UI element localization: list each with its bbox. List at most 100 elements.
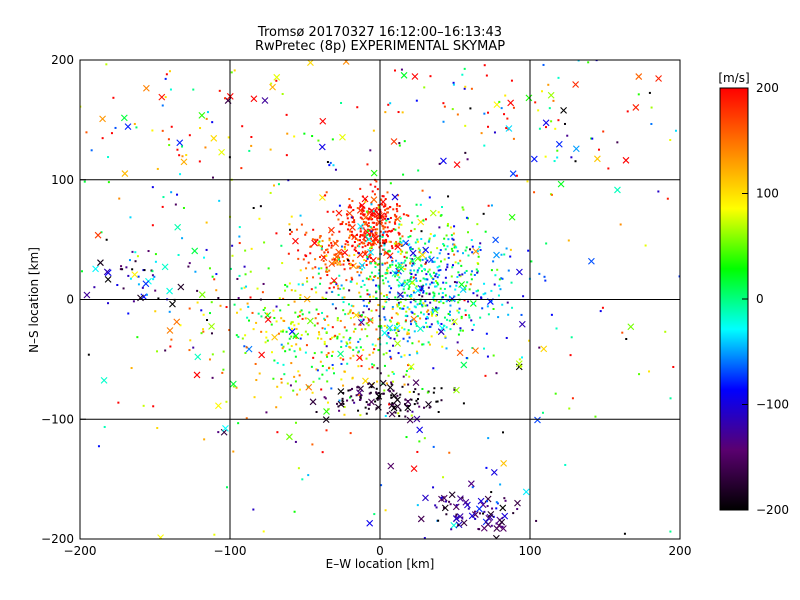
- scatter-cross: [437, 328, 445, 336]
- scatter-dot: [432, 445, 435, 448]
- scatter-dot: [511, 306, 514, 309]
- scatter-cross: [484, 521, 492, 528]
- scatter-dot: [364, 250, 367, 253]
- scatter-dot: [357, 351, 360, 354]
- scatter-dot: [453, 246, 456, 249]
- scatter-dot: [446, 245, 449, 248]
- scatter-dot: [382, 227, 385, 230]
- scatter-dot: [125, 266, 128, 269]
- scatter-cross: [83, 291, 91, 299]
- scatter-dot: [393, 328, 396, 331]
- scatter-dot: [403, 261, 406, 264]
- scatter-dot: [389, 329, 392, 332]
- scatter-dot: [443, 316, 446, 319]
- scatter-dot: [305, 344, 308, 347]
- scatter-dot: [405, 319, 408, 322]
- scatter-dot: [427, 240, 430, 243]
- scatter-dot: [367, 318, 370, 321]
- scatter-dot: [390, 357, 393, 360]
- scatter-dot: [281, 262, 284, 265]
- scatter-dot: [199, 127, 202, 130]
- scatter-dot: [457, 301, 460, 304]
- scatter-dot: [348, 205, 351, 208]
- scatter-dot: [453, 281, 456, 284]
- scatter-dot: [452, 238, 455, 241]
- scatter-dot: [341, 296, 344, 299]
- scatter-dot: [442, 281, 445, 284]
- scatter-dot: [378, 246, 381, 249]
- scatter-dot: [345, 279, 348, 282]
- scatter-dot: [365, 401, 368, 404]
- scatter-dot: [354, 246, 357, 249]
- scatter-cross: [335, 248, 343, 256]
- scatter-dot: [415, 280, 418, 283]
- scatter-dot: [516, 508, 519, 511]
- scatter-dot: [308, 311, 311, 314]
- scatter-dot: [450, 275, 453, 278]
- x-tick-label: −200: [64, 544, 97, 558]
- scatter-dot: [376, 241, 379, 244]
- scatter-cross: [460, 519, 468, 527]
- scatter-dot: [493, 131, 496, 134]
- scatter-dot: [470, 319, 473, 322]
- scatter-dot: [400, 241, 403, 244]
- scatter-dot: [465, 284, 468, 287]
- scatter-dot: [436, 308, 439, 311]
- scatter-dot: [378, 287, 381, 290]
- scatter-dot: [384, 271, 387, 274]
- scatter-dot: [590, 137, 593, 140]
- scatter-dot: [204, 146, 207, 149]
- scatter-dot: [550, 313, 553, 316]
- scatter-dot: [235, 386, 238, 389]
- scatter-dot: [650, 106, 653, 109]
- scatter-dot: [293, 135, 296, 138]
- scatter-cross: [292, 332, 300, 340]
- scatter-dot: [337, 287, 340, 290]
- scatter-dot: [567, 239, 570, 242]
- scatter-dot: [381, 235, 384, 238]
- scatter-dot: [379, 216, 382, 219]
- scatter-dot: [277, 332, 280, 335]
- scatter-dot: [80, 105, 82, 108]
- scatter-dot: [353, 219, 356, 222]
- scatter-dot: [236, 311, 239, 314]
- scatter-dot: [259, 205, 262, 208]
- scatter-dot: [432, 486, 435, 489]
- scatter-dot: [263, 306, 266, 309]
- scatter-dot: [377, 263, 380, 266]
- scatter-dot: [136, 255, 139, 258]
- scatter-dot: [258, 217, 261, 220]
- scatter-dot: [366, 233, 369, 236]
- scatter-dot: [97, 445, 100, 448]
- scatter-dot: [355, 282, 358, 285]
- scatter-dot: [387, 335, 390, 338]
- scatter-dot: [232, 385, 235, 388]
- scatter-dot: [406, 331, 409, 334]
- scatter-dot: [637, 93, 640, 96]
- scatter-dot: [324, 297, 327, 300]
- scatter-dot: [385, 215, 388, 218]
- scatter-dot: [240, 167, 243, 170]
- scatter-dot: [355, 249, 358, 252]
- scatter-dot: [482, 212, 485, 215]
- scatter-dot: [431, 313, 434, 316]
- scatter-cross: [349, 224, 356, 231]
- scatter-dot: [359, 234, 362, 237]
- scatter-dot: [318, 333, 321, 336]
- scatter-dot: [211, 176, 214, 179]
- scatter-dot: [154, 289, 157, 292]
- scatter-dot: [304, 330, 307, 333]
- scatter-dot: [359, 230, 362, 233]
- scatter-dot: [313, 324, 316, 327]
- scatter-dot: [389, 182, 392, 185]
- scatter-cross: [547, 91, 555, 99]
- scatter-dot: [318, 240, 321, 243]
- scatter-dot: [427, 341, 430, 344]
- scatter-cross: [131, 271, 139, 279]
- scatter-dot: [388, 229, 391, 232]
- scatter-dot: [202, 330, 205, 333]
- scatter-dot: [327, 352, 330, 355]
- scatter-dot: [402, 213, 405, 216]
- scatter-dot: [336, 402, 339, 405]
- scatter-dot: [312, 276, 315, 279]
